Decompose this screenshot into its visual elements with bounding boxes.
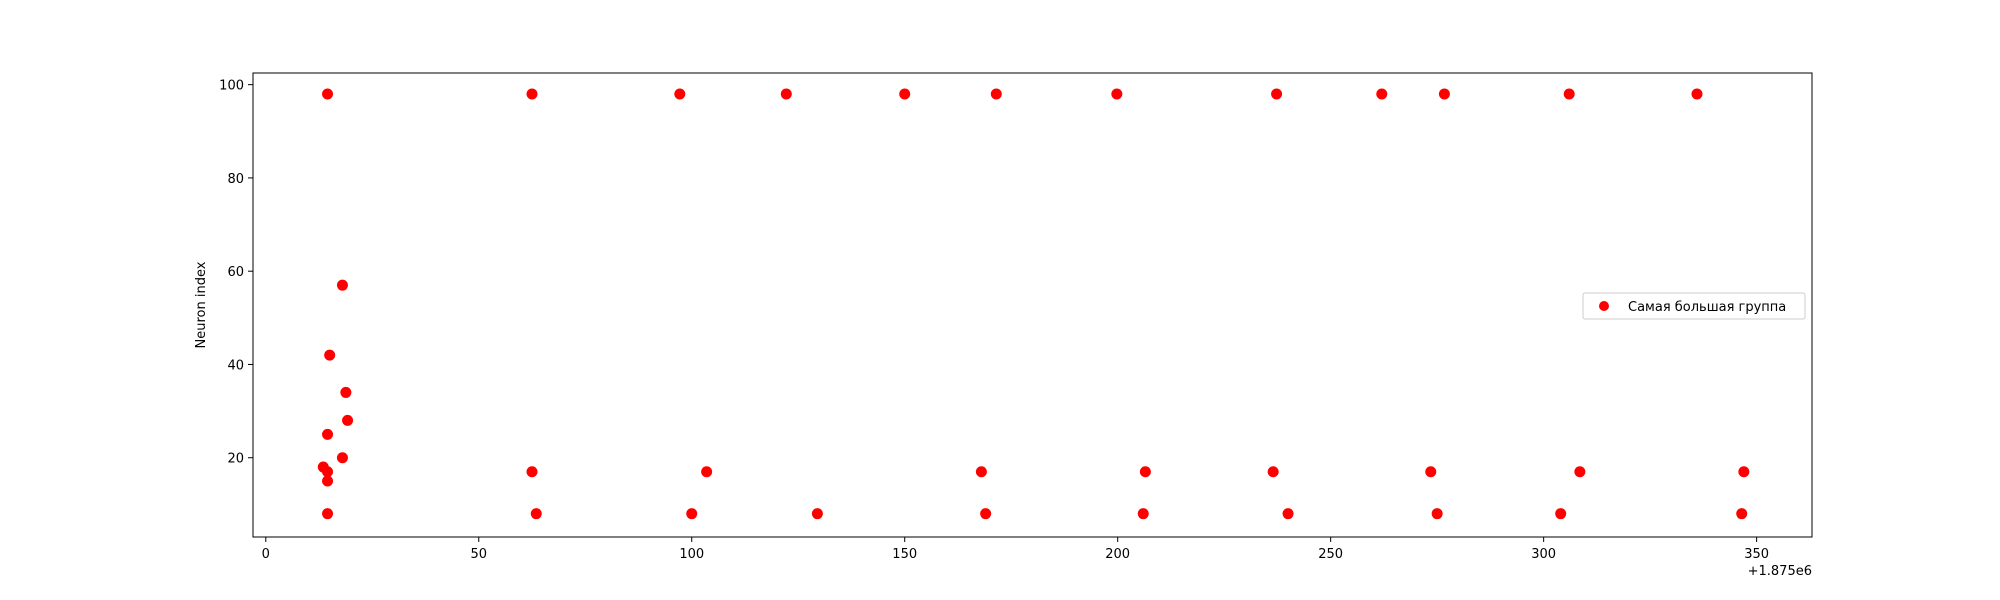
data-point (1282, 508, 1294, 520)
data-point (1137, 508, 1149, 520)
x-tick-label: 350 (1744, 547, 1769, 562)
x-tick-label: 150 (892, 547, 917, 562)
data-point (322, 508, 334, 520)
y-tick-label: 40 (227, 358, 244, 373)
legend-label: Самая большая группа (1628, 300, 1786, 315)
data-point (1267, 466, 1279, 478)
data-point (701, 466, 713, 478)
data-point (322, 88, 334, 100)
data-point (811, 508, 823, 520)
data-point (322, 475, 334, 487)
legend-box (1582, 292, 1806, 320)
x-tick-label: 100 (679, 547, 704, 562)
data-point (674, 88, 686, 100)
data-point (324, 349, 336, 361)
y-tick-label: 100 (219, 79, 244, 94)
data-point (322, 466, 334, 478)
x-axis-offset-label: +1.875e6 (1748, 564, 1812, 579)
data-point (780, 88, 792, 100)
data-point (1431, 508, 1443, 520)
legend: Самая большая группа (1582, 292, 1806, 320)
x-tick-label: 200 (1105, 547, 1130, 562)
y-axis-label: Neuron index (194, 261, 209, 348)
data-point (686, 508, 698, 520)
y-axis: 20 40 60 80 100 (219, 79, 253, 467)
data-point (1425, 466, 1437, 478)
data-point (336, 279, 348, 291)
data-point (1738, 466, 1750, 478)
data-point (322, 428, 334, 440)
data-point (990, 88, 1002, 100)
data-point (899, 88, 911, 100)
data-point (342, 414, 354, 426)
x-tick-label: 0 (262, 547, 270, 562)
data-point (1563, 88, 1575, 100)
data-point (526, 88, 538, 100)
data-point (1555, 508, 1567, 520)
data-point (1691, 88, 1703, 100)
plot-marks (317, 88, 1750, 520)
data-point (1271, 88, 1283, 100)
y-tick-label: 20 (227, 452, 244, 467)
data-point (336, 452, 348, 464)
y-tick-label: 60 (227, 265, 244, 280)
data-point (526, 466, 538, 478)
x-tick-label: 300 (1531, 547, 1556, 562)
y-tick-label: 80 (227, 172, 244, 187)
x-tick-label: 50 (470, 547, 487, 562)
data-point (1736, 508, 1748, 520)
data-point (1574, 466, 1586, 478)
x-tick-label: 250 (1318, 547, 1343, 562)
data-point (1376, 88, 1388, 100)
data-point (530, 508, 542, 520)
data-point (340, 386, 352, 398)
data-point (1438, 88, 1450, 100)
plot-area-frame (252, 72, 1813, 538)
data-point (980, 508, 992, 520)
legend-marker (1599, 301, 1609, 311)
data-point (975, 466, 987, 478)
data-point (1139, 466, 1151, 478)
data-point (1111, 88, 1123, 100)
x-axis: 0 50 100 150 200 250 300 350 (262, 537, 1769, 562)
